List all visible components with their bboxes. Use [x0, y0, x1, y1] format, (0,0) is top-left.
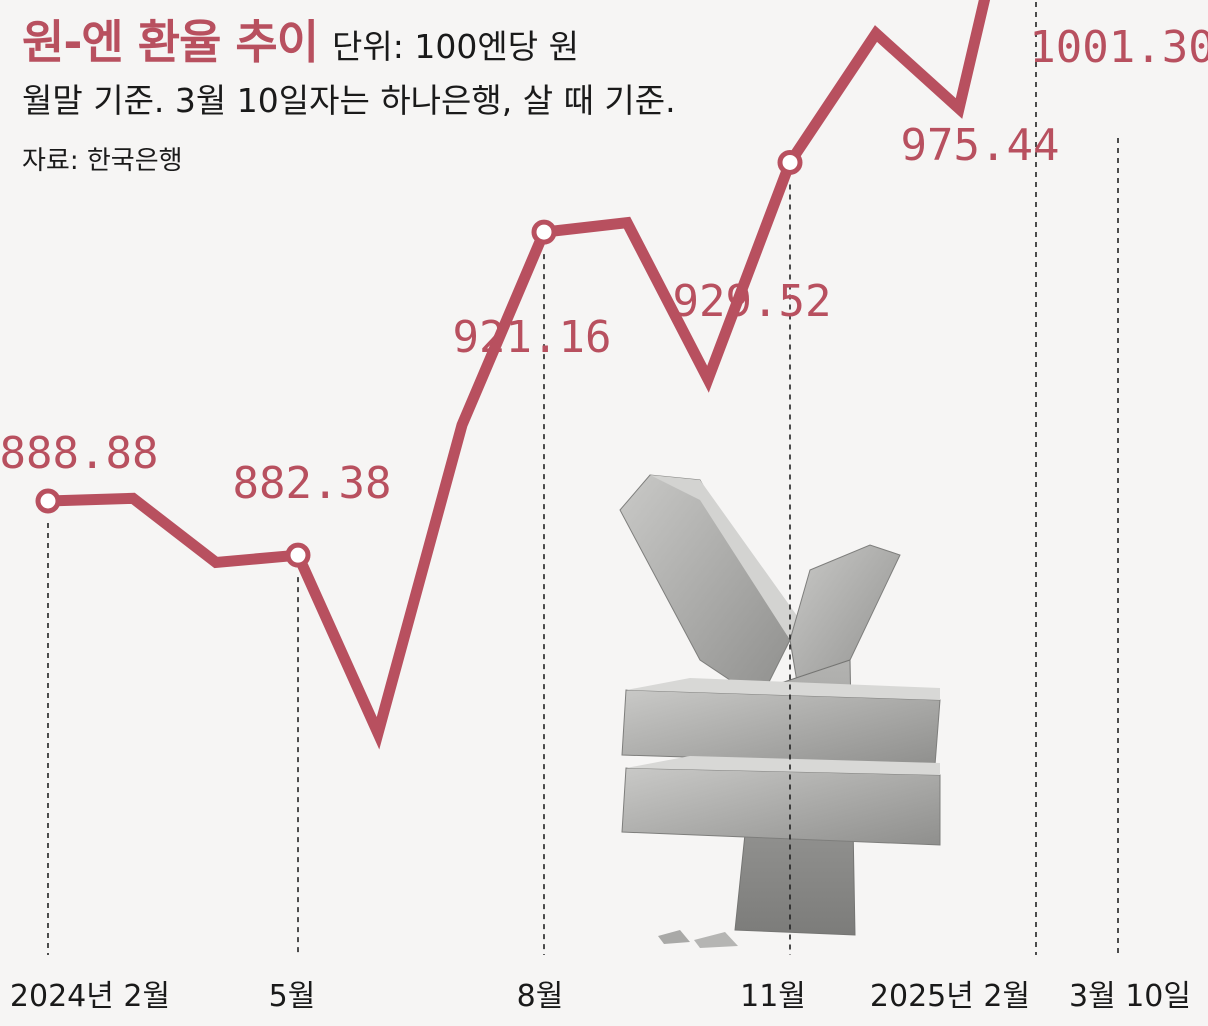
value-label: 921.16: [453, 312, 612, 363]
value-label: 1001.30: [1029, 22, 1208, 73]
value-labels: 888.88 882.38 921.16 929.52 975.44 1001.30: [0, 22, 1208, 509]
chart-subtitle: 월말 기준. 3월 10일자는 하나은행, 살 때 기준.: [22, 81, 676, 120]
x-tick-label: 8월: [517, 979, 564, 1014]
yen-sculpture-icon: [619, 474, 941, 948]
x-tick-label: 5월: [269, 979, 316, 1014]
x-tick-label: 2024년 2월: [10, 979, 170, 1014]
series-path: [47, 0, 991, 750]
guide-lines: [47, 0, 1119, 955]
x-tick-labels: 2024년 2월 5월 8월 11월 2025년 2월 3월 10일: [10, 979, 1191, 1014]
x-tick-label: 11월: [740, 979, 806, 1014]
value-label: 888.88: [0, 428, 158, 479]
chart-title: 원-엔 환율 추이: [22, 15, 319, 69]
point-marker: [777, 149, 803, 175]
series-line: [47, 0, 991, 750]
point-marker: [35, 488, 61, 514]
point-marker: [285, 542, 311, 568]
unit-label: 단위: 100엔당 원: [332, 27, 579, 66]
chart-header: 원-엔 환율 추이 단위: 100엔당 원: [22, 6, 579, 69]
x-tick-label: 2025년 2월: [870, 979, 1030, 1014]
point-marker: [531, 219, 557, 245]
x-tick-label: 3월 10일: [1069, 979, 1191, 1014]
value-label: 929.52: [673, 276, 832, 327]
value-label: 975.44: [901, 120, 1060, 171]
point-markers: [35, 149, 803, 568]
value-label: 882.38: [233, 458, 392, 509]
source-note: 자료: 한국은행: [22, 146, 183, 176]
